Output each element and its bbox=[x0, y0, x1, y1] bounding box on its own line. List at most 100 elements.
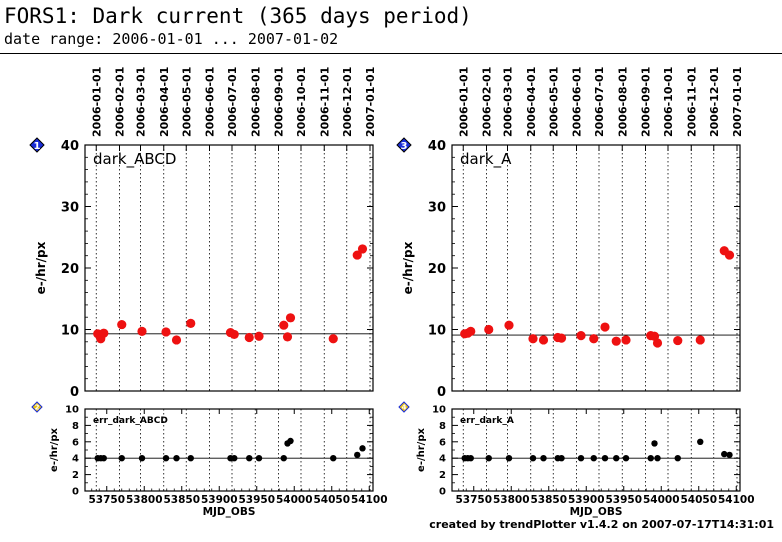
plot-frame bbox=[84, 144, 374, 392]
y-tick-label: 20 bbox=[61, 262, 79, 277]
data-point bbox=[540, 455, 547, 462]
data-point bbox=[285, 313, 296, 323]
data-point bbox=[613, 455, 620, 462]
data-point bbox=[118, 455, 125, 462]
data-point bbox=[654, 455, 661, 462]
data-point bbox=[117, 319, 127, 330]
y-axis-label: e-/hr/px bbox=[416, 428, 427, 472]
date-tick-label: 2006-08-01 bbox=[249, 67, 262, 137]
data-point bbox=[577, 455, 585, 462]
data-point bbox=[695, 335, 705, 345]
date-tick-label: 2006-12-01 bbox=[708, 67, 721, 137]
date-tick-label: 2006-06-01 bbox=[571, 67, 584, 137]
date-tick-label: 2006-02-01 bbox=[114, 67, 127, 137]
x-tick-label: 54100 bbox=[351, 494, 388, 506]
y-tick-label: 30 bbox=[61, 201, 79, 216]
data-point bbox=[187, 455, 194, 462]
y-tick-label: 0 bbox=[70, 385, 79, 400]
data-point bbox=[600, 322, 610, 332]
date-tick-label: 2006-01-01 bbox=[457, 67, 470, 137]
x-tick-label: 54000 bbox=[643, 494, 680, 506]
panel-badge-icon bbox=[29, 137, 45, 153]
date-tick-label: 2006-12-01 bbox=[341, 67, 354, 137]
panel-label: dark_ABCD bbox=[93, 150, 176, 169]
date-tick-label: 2006-09-01 bbox=[640, 67, 653, 137]
date-tick-label: 2006-03-01 bbox=[135, 67, 148, 137]
panel-label: dark_A bbox=[460, 150, 512, 169]
data-point bbox=[611, 336, 621, 346]
data-point bbox=[647, 455, 654, 462]
data-point bbox=[467, 455, 474, 462]
data-point bbox=[674, 455, 681, 462]
x-tick-label: 54050 bbox=[313, 494, 350, 506]
data-point bbox=[244, 332, 254, 343]
data-point bbox=[673, 335, 683, 346]
date-tick-label: 2006-10-01 bbox=[295, 67, 308, 137]
y-tick-label: 2 bbox=[439, 470, 446, 481]
y-tick-label: 10 bbox=[61, 324, 79, 339]
x-tick-label: 53850 bbox=[163, 494, 200, 506]
date-tick-label: 2006-10-01 bbox=[662, 67, 675, 137]
data-point bbox=[162, 455, 170, 462]
data-point bbox=[330, 455, 337, 462]
x-tick-label: 53750 bbox=[88, 494, 125, 506]
data-point bbox=[161, 327, 171, 337]
data-point bbox=[484, 324, 494, 335]
data-point bbox=[724, 250, 735, 260]
data-point bbox=[229, 329, 239, 340]
x-tick-label: 53950 bbox=[238, 494, 275, 506]
data-point bbox=[697, 438, 704, 445]
data-point bbox=[173, 455, 180, 462]
panel-badge-icon bbox=[396, 137, 412, 153]
data-point bbox=[622, 455, 630, 462]
y-tick-label: 40 bbox=[61, 139, 79, 154]
x-tick-label: 53900 bbox=[568, 494, 605, 506]
data-point bbox=[621, 335, 631, 345]
date-tick-label: 2006-08-01 bbox=[616, 67, 629, 137]
data-point bbox=[354, 451, 361, 459]
data-point bbox=[601, 455, 609, 462]
data-point bbox=[485, 455, 492, 462]
y-tick-label: 6 bbox=[439, 437, 446, 448]
data-point bbox=[137, 326, 147, 336]
data-point bbox=[186, 318, 196, 328]
data-point bbox=[556, 333, 567, 343]
y-axis-label: e-/hr/px bbox=[34, 241, 48, 294]
date-tick-label: 2006-04-01 bbox=[158, 67, 171, 137]
page-title: FORS1: Dark current (365 days period) bbox=[4, 4, 472, 28]
x-tick-label: 53950 bbox=[605, 494, 642, 506]
data-point bbox=[357, 244, 368, 254]
x-axis-label: MJD_OBS bbox=[203, 506, 256, 518]
data-point bbox=[538, 335, 549, 345]
y-tick-label: 0 bbox=[72, 487, 79, 498]
date-tick-label: 2006-05-01 bbox=[547, 67, 560, 137]
panel-badge-icon bbox=[398, 401, 410, 413]
x-tick-label: 53800 bbox=[126, 494, 163, 506]
x-axis-label: MJD_OBS bbox=[570, 506, 623, 518]
data-point bbox=[100, 455, 107, 462]
plot-frame bbox=[451, 144, 741, 392]
y-tick-label: 4 bbox=[72, 454, 79, 465]
data-point bbox=[504, 320, 514, 330]
header-divider bbox=[0, 53, 782, 54]
data-point bbox=[589, 334, 599, 344]
x-tick-label: 54050 bbox=[680, 494, 717, 506]
data-point bbox=[528, 334, 538, 344]
panel-badge-number: 3 bbox=[401, 141, 408, 152]
y-tick-label: 8 bbox=[439, 421, 446, 432]
y-tick-label: 0 bbox=[437, 385, 446, 400]
date-tick-label: 2006-11-01 bbox=[685, 67, 698, 137]
footer-credit: created by trendPlotter v1.4.2 on 2007-0… bbox=[429, 518, 774, 531]
date-tick-label: 2006-07-01 bbox=[226, 67, 239, 137]
data-point bbox=[254, 331, 264, 341]
panel-label: err_dark_ABCD bbox=[93, 416, 168, 426]
y-axis-label: e-/hr/px bbox=[49, 428, 60, 472]
data-point bbox=[726, 451, 733, 459]
data-point bbox=[99, 328, 109, 338]
y-tick-label: 6 bbox=[72, 437, 79, 448]
date-tick-label: 2007-01-01 bbox=[364, 67, 377, 137]
date-tick-label: 2006-02-01 bbox=[481, 67, 494, 137]
data-point bbox=[231, 455, 238, 462]
y-tick-label: 20 bbox=[428, 262, 446, 277]
